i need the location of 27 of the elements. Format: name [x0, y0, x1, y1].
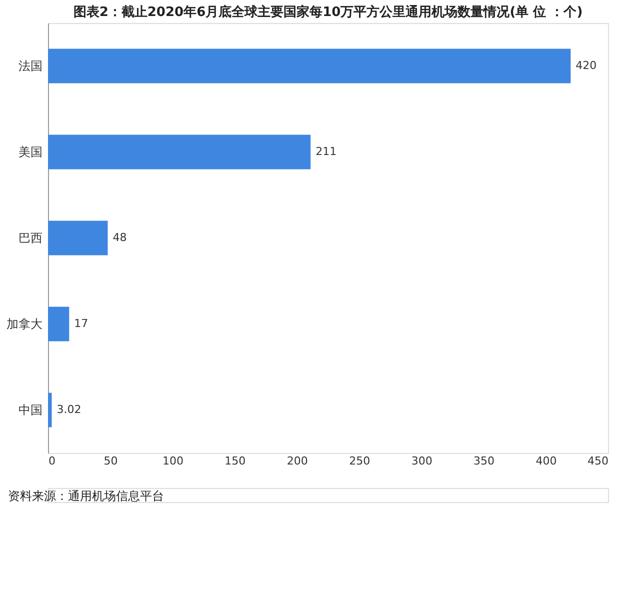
y-tick-label: 中国	[18, 403, 42, 417]
x-tick-label: 250	[349, 454, 370, 468]
y-tick-label: 法国	[18, 59, 42, 73]
x-tick-label: 0	[48, 454, 56, 468]
bar	[48, 392, 52, 428]
x-tick-label: 50	[104, 454, 118, 468]
data-label: 17	[74, 317, 88, 330]
data-label: 3.02	[56, 403, 82, 416]
data-label: 211	[316, 145, 337, 158]
bar	[48, 220, 108, 256]
y-tick-label: 加拿大	[6, 317, 42, 331]
x-tick-label: 150	[224, 454, 246, 468]
text: 资料来源：通用机场信息平台	[8, 489, 164, 503]
bar	[48, 306, 70, 342]
x-tick-label: 300	[411, 454, 432, 468]
bar	[48, 134, 311, 170]
y-tick-label: 美国	[18, 145, 42, 159]
chart-title: 图表2：截止2020年6月底全球主要国家每10万平方公里通用机场数量情况(单 位 ：个)	[73, 4, 583, 20]
x-tick-label: 100	[162, 454, 184, 468]
x-tick-label: 200	[286, 454, 308, 468]
x-tick-label: 450	[588, 454, 608, 468]
x-tick-label: 350	[474, 454, 495, 468]
data-label: 420	[576, 59, 597, 72]
data-label: 48	[112, 231, 127, 244]
bar	[48, 48, 571, 84]
x-tick-label: 400	[536, 454, 557, 468]
y-tick-label: 巴西	[18, 231, 42, 245]
